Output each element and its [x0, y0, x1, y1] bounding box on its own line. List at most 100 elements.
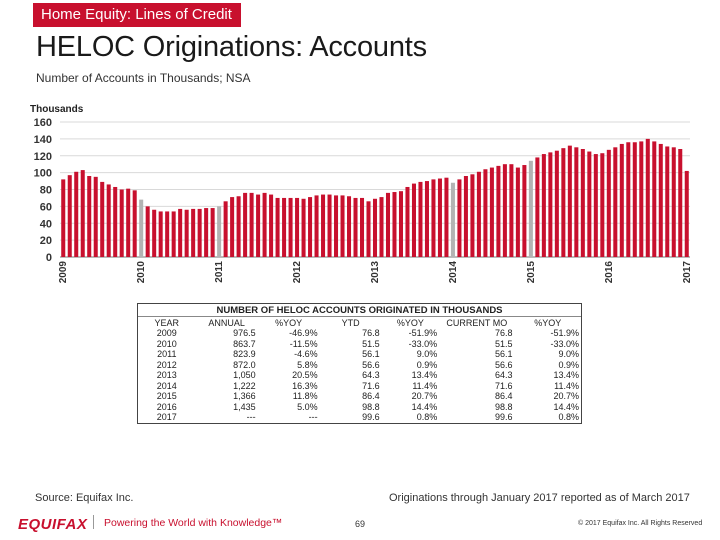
bar — [197, 208, 202, 257]
bar — [606, 149, 611, 257]
table-cell: 86.4 — [362, 391, 380, 401]
table-cell: 1,435 — [233, 401, 256, 412]
y-tick-label: 40 — [40, 218, 52, 230]
bar — [411, 183, 416, 257]
bar — [321, 194, 326, 257]
bar — [613, 147, 618, 257]
table-cell: -4.6% — [294, 349, 318, 359]
bar — [145, 206, 150, 258]
table-cell: 0.8% — [558, 412, 579, 422]
table-row: 2014 1,222 16.3% 71.6 11.4% 71.6 11.4% — [138, 381, 581, 392]
x-tick-label: 2017 — [682, 261, 693, 284]
col-header-annual-yoy: %YOY — [275, 317, 303, 328]
bar — [652, 141, 657, 257]
table-cell: 1,050 — [233, 370, 256, 380]
bar — [444, 177, 449, 257]
bar — [574, 147, 579, 257]
table-cell: 976.5 — [233, 328, 256, 338]
table-cell: --- — [308, 412, 318, 422]
bar — [275, 197, 280, 257]
table-cell: 5.8% — [297, 359, 318, 370]
table-cell: -33.0% — [408, 338, 438, 349]
bar — [528, 160, 533, 257]
equifax-logo: EQUIFAX — [18, 516, 88, 533]
footer-tagline: Powering the World with Knowledge™ — [104, 517, 283, 529]
y-tick-label: 100 — [34, 168, 52, 180]
x-tick-label: 2011 — [214, 261, 225, 283]
bar — [100, 181, 105, 257]
table-cell: -11.5% — [289, 338, 318, 349]
table-cell: 16.3% — [292, 380, 318, 391]
bar — [626, 142, 631, 257]
table-row: 2017 --- --- 99.6 0.8% 99.6 0.8% — [138, 412, 581, 423]
bar — [671, 147, 676, 257]
table-cell: 56.6 — [494, 359, 513, 370]
table-cell: 56.1 — [362, 349, 380, 359]
table-cell: -33.0% — [550, 338, 579, 349]
table-cell: 20.5% — [292, 370, 318, 380]
bar — [457, 179, 462, 258]
bar — [158, 211, 163, 257]
bar — [360, 197, 365, 257]
heloc-accounts-bar-chart: 0 20 40 60 80 100 120 140 160 Thousands 2009 2010 20… — [30, 104, 693, 284]
table-cell: 56.6 — [362, 359, 380, 370]
y-tick-label: 0 — [46, 252, 52, 264]
bar — [243, 192, 248, 258]
col-header-ytd-yoy: %YOY — [396, 317, 424, 328]
col-header-ytd: YTD — [341, 317, 360, 328]
bar — [295, 197, 300, 257]
table-cell: 2012 — [156, 359, 177, 370]
page-subtitle: Number of Accounts in Thousands; NSA — [36, 71, 251, 85]
table-cell: 71.6 — [362, 380, 380, 391]
bar — [645, 138, 650, 258]
bar — [210, 208, 215, 257]
table-cell: 14.4% — [411, 401, 438, 412]
bar — [431, 179, 436, 258]
bar — [489, 167, 494, 257]
copyright: © 2017 Equifax Inc. All Rights Reserved — [578, 520, 703, 527]
bar — [256, 194, 261, 257]
bar — [678, 149, 683, 257]
y-axis-label: Thousands — [30, 104, 84, 115]
table-cell: 2009 — [156, 328, 177, 338]
table-cell: 872.0 — [233, 359, 256, 370]
x-tick-label: 2015 — [526, 261, 537, 284]
table-cell: -51.9% — [408, 328, 438, 338]
table-row: 2015 1,366 11.8% 86.4 20.7% 86.4 20.7% — [138, 391, 581, 402]
bar — [165, 211, 170, 257]
bar — [236, 196, 241, 257]
table-cell: 64.3 — [494, 370, 513, 380]
bar — [269, 194, 274, 257]
table-cell: 20.7% — [411, 391, 438, 401]
bar — [366, 201, 371, 257]
table-cell: 2015 — [156, 391, 177, 401]
bar — [600, 153, 605, 257]
bar — [184, 209, 189, 257]
bar — [106, 184, 111, 257]
bar — [632, 142, 637, 257]
source-note: Source: Equifax Inc. — [35, 492, 134, 504]
table-cell: 1,366 — [233, 391, 256, 401]
bar — [522, 165, 527, 257]
bar — [437, 178, 442, 257]
bar — [80, 170, 85, 257]
table-cell: --- — [246, 412, 256, 422]
bar — [398, 191, 403, 257]
table-cell: 51.5 — [494, 338, 513, 349]
table-cell: 2017 — [156, 412, 177, 422]
table-cell: 71.6 — [494, 380, 513, 391]
table-cell: 9.0% — [416, 349, 438, 359]
table-cell: 0.8% — [416, 412, 438, 422]
table-cell: 5.0% — [297, 401, 318, 412]
page-number: 69 — [355, 519, 366, 529]
table-cell: 51.5 — [362, 338, 380, 349]
table-cell: -51.9% — [550, 328, 579, 338]
bar — [535, 157, 540, 257]
table-cell: 11.8% — [292, 391, 318, 401]
y-tick-label: 20 — [40, 235, 52, 247]
table-cell: 11.4% — [412, 380, 438, 391]
bar — [217, 206, 222, 258]
page-title: HELOC Originations: Accounts — [36, 31, 427, 63]
section-tag: Home Equity: Lines of Credit — [33, 3, 241, 27]
bar — [249, 192, 254, 258]
